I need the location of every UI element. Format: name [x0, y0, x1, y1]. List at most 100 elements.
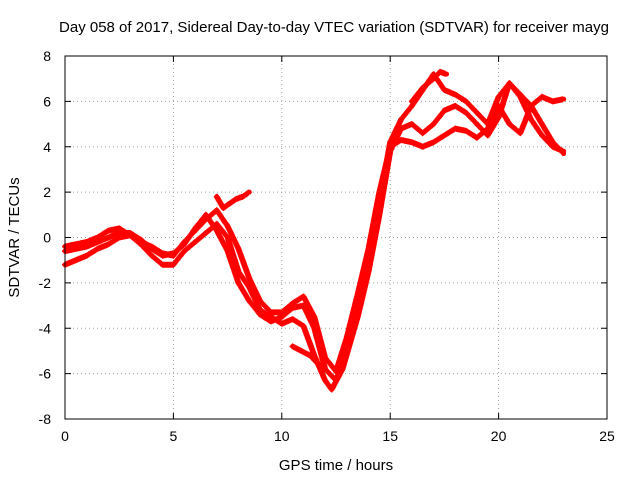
data-point: [116, 225, 122, 231]
data-point: [561, 148, 567, 154]
data-point: [105, 228, 111, 234]
data-point: [307, 352, 313, 358]
data-point: [316, 362, 322, 368]
x-tick-label: 20: [491, 428, 507, 444]
y-tick-label: 8: [43, 48, 51, 64]
data-point: [170, 262, 176, 268]
data-point: [550, 98, 556, 104]
data-point: [506, 80, 512, 86]
data-point: [420, 144, 426, 150]
data-point: [409, 98, 415, 104]
data-point: [298, 348, 304, 354]
data-point: [437, 69, 443, 75]
data-point: [227, 200, 233, 206]
data-point: [322, 355, 328, 361]
data-point: [225, 248, 231, 254]
data-point: [290, 316, 296, 322]
data-point: [452, 103, 458, 109]
data-point: [474, 110, 480, 116]
data-point: [181, 239, 187, 245]
data-point: [441, 107, 447, 113]
data-point: [279, 309, 285, 315]
data-point: [235, 280, 241, 286]
data-point: [463, 110, 469, 116]
data-point: [409, 121, 415, 127]
data-point: [160, 250, 166, 256]
x-axis-label: GPS time / hours: [279, 457, 393, 474]
data-point: [441, 87, 447, 93]
data-point: [322, 377, 328, 383]
data-point: [203, 230, 209, 236]
data-point: [539, 94, 545, 100]
data-point: [214, 194, 220, 200]
plot-frame: [64, 55, 608, 420]
data-point: [485, 126, 491, 132]
data-point: [550, 144, 556, 150]
series-5: [289, 343, 322, 368]
data-point: [149, 244, 155, 250]
data-point: [329, 387, 335, 393]
data-point: [225, 235, 231, 240]
data-point: [268, 309, 274, 315]
data-point: [279, 314, 285, 320]
data-point: [474, 135, 480, 141]
data-point: [220, 205, 226, 211]
data-point: [444, 71, 450, 77]
y-tick-label: -6: [39, 366, 52, 382]
data-point: [300, 293, 306, 299]
data-point: [420, 85, 426, 91]
data-point: [333, 377, 339, 383]
data-point: [257, 312, 263, 318]
series-3: [62, 93, 567, 375]
series-layer: [62, 68, 567, 393]
data-point: [539, 132, 545, 138]
chart-title: Day 058 of 2017, Sidereal Day-to-day VTE…: [59, 19, 609, 36]
data-point: [409, 139, 415, 145]
data-point: [420, 130, 426, 136]
data-point: [452, 126, 458, 132]
data-point: [474, 121, 480, 127]
data-point: [95, 246, 101, 252]
data-point: [431, 139, 437, 145]
x-tick-label: 15: [382, 428, 398, 444]
data-point: [463, 98, 469, 104]
data-point: [333, 368, 339, 374]
y-axis-label: SDTVAR / TECUs: [6, 177, 23, 297]
data-point: [279, 321, 285, 327]
data-point: [355, 291, 361, 297]
data-point: [95, 235, 101, 240]
data-point: [225, 223, 231, 229]
data-point: [73, 257, 79, 263]
data-point: [84, 239, 90, 245]
data-point: [344, 334, 350, 340]
data-point: [366, 246, 372, 252]
y-tick-label: 4: [43, 139, 51, 155]
data-point: [387, 144, 393, 150]
y-tick-label: -4: [39, 320, 52, 336]
data-point: [149, 253, 155, 259]
data-point: [73, 241, 79, 247]
data-point: [192, 228, 198, 234]
data-point: [290, 343, 296, 349]
data-point: [105, 241, 111, 247]
data-point: [485, 132, 491, 138]
data-point: [181, 248, 187, 254]
data-point: [506, 121, 512, 127]
data-point: [246, 298, 252, 304]
data-point: [246, 189, 252, 195]
data-point: [528, 117, 534, 123]
data-point: [214, 228, 220, 234]
data-point: [398, 117, 404, 123]
data-point: [409, 103, 415, 109]
data-point: [398, 137, 404, 143]
axis-ticks: 0 5 10 15 20 25 -8 -6 -4 -2 0 2 4 6 8: [39, 48, 615, 444]
y-tick-label: 0: [43, 230, 51, 246]
data-point: [203, 216, 209, 222]
data-point: [517, 130, 523, 136]
series-markers: [213, 189, 252, 211]
y-tick-label: 2: [43, 184, 51, 200]
data-point: [528, 103, 534, 109]
data-point: [300, 323, 306, 329]
data-point: [127, 232, 133, 238]
y-tick-label: 6: [43, 93, 51, 109]
